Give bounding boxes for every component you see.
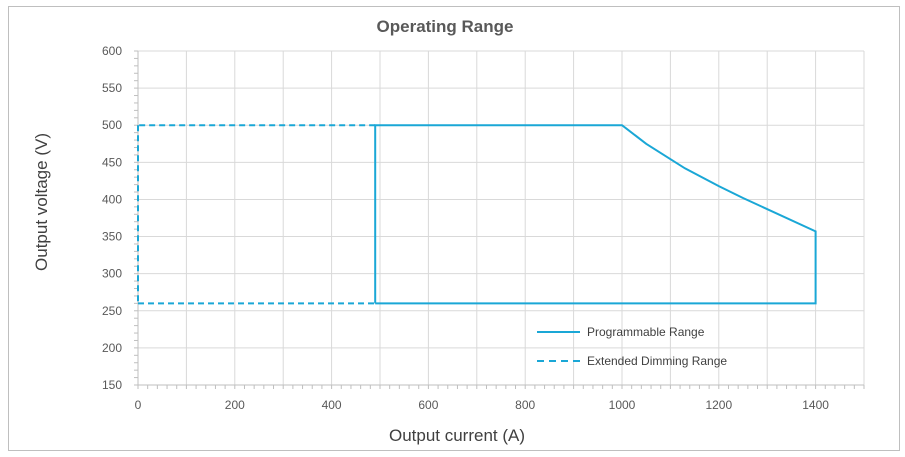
y-tick-labels: 150 200 250 300 350 400 450 500 550 600 — [102, 44, 122, 392]
x-tick-label: 1400 — [802, 398, 829, 412]
x-tick-label: 1000 — [609, 398, 636, 412]
y-tick-label: 200 — [102, 341, 122, 355]
y-tick-label: 450 — [102, 155, 122, 169]
x-tick-label: 200 — [225, 398, 245, 412]
x-axis-label: Output current (A) — [389, 426, 525, 445]
legend-label-extended: Extended Dimming Range — [587, 354, 727, 368]
series-lines — [137, 124, 817, 305]
y-tick-label: 550 — [102, 81, 122, 95]
legend: Programmable Range Extended Dimming Rang… — [537, 325, 727, 368]
series-programmable-range — [374, 124, 817, 305]
y-tick-label: 150 — [102, 378, 122, 392]
x-tick-label: 1200 — [705, 398, 732, 412]
x-tick-label: 0 — [135, 398, 142, 412]
axes — [134, 50, 865, 389]
y-tick-label: 250 — [102, 304, 122, 318]
chart-frame — [8, 6, 900, 451]
y-tick-label: 500 — [102, 118, 122, 132]
y-axis-label: Output voltage (V) — [32, 133, 51, 271]
x-tick-label: 600 — [418, 398, 438, 412]
x-tick-labels: 0 200 400 600 800 1000 1200 1400 — [135, 398, 830, 412]
y-tick-label: 600 — [102, 44, 122, 58]
x-tick-label: 800 — [515, 398, 535, 412]
x-tick-label: 400 — [322, 398, 342, 412]
grid-lines — [138, 50, 865, 385]
y-tick-label: 400 — [102, 192, 122, 206]
legend-label-programmable: Programmable Range — [587, 325, 705, 339]
y-tick-label: 300 — [102, 267, 122, 281]
chart-title: Operating Range — [377, 17, 514, 36]
y-tick-label: 350 — [102, 230, 122, 244]
